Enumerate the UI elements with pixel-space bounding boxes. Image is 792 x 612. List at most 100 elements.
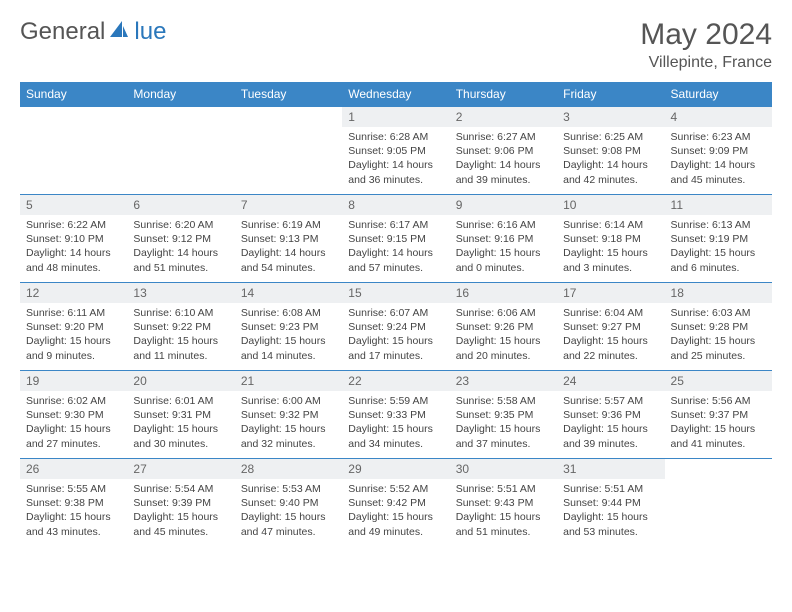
- sunrise-text: Sunrise: 6:22 AM: [26, 218, 121, 232]
- calendar-cell: [127, 107, 234, 195]
- sunset-text: Sunset: 9:44 PM: [563, 496, 658, 510]
- sunset-text: Sunset: 9:08 PM: [563, 144, 658, 158]
- calendar-cell: 28Sunrise: 5:53 AMSunset: 9:40 PMDayligh…: [235, 459, 342, 547]
- day-details: Sunrise: 6:11 AMSunset: 9:20 PMDaylight:…: [20, 303, 127, 367]
- day-details: Sunrise: 6:27 AMSunset: 9:06 PMDaylight:…: [450, 127, 557, 191]
- day-number: 13: [127, 283, 234, 303]
- day-details: Sunrise: 6:17 AMSunset: 9:15 PMDaylight:…: [342, 215, 449, 279]
- header: General lue May 2024 Villepinte, France: [20, 18, 772, 72]
- daylight-text: Daylight: 14 hours and 39 minutes.: [456, 158, 551, 186]
- day-number: [20, 107, 127, 113]
- sunrise-text: Sunrise: 6:08 AM: [241, 306, 336, 320]
- sunset-text: Sunset: 9:20 PM: [26, 320, 121, 334]
- day-number: 29: [342, 459, 449, 479]
- sunrise-text: Sunrise: 5:54 AM: [133, 482, 228, 496]
- day-number: 24: [557, 371, 664, 391]
- month-title: May 2024: [640, 18, 772, 52]
- daylight-text: Daylight: 15 hours and 53 minutes.: [563, 510, 658, 538]
- calendar-cell: 4Sunrise: 6:23 AMSunset: 9:09 PMDaylight…: [665, 107, 772, 195]
- day-details: Sunrise: 6:28 AMSunset: 9:05 PMDaylight:…: [342, 127, 449, 191]
- calendar-cell: 18Sunrise: 6:03 AMSunset: 9:28 PMDayligh…: [665, 283, 772, 371]
- day-details: Sunrise: 5:53 AMSunset: 9:40 PMDaylight:…: [235, 479, 342, 543]
- day-number: 9: [450, 195, 557, 215]
- sunrise-text: Sunrise: 5:52 AM: [348, 482, 443, 496]
- day-details: Sunrise: 6:02 AMSunset: 9:30 PMDaylight:…: [20, 391, 127, 455]
- day-details: Sunrise: 6:07 AMSunset: 9:24 PMDaylight:…: [342, 303, 449, 367]
- day-details: Sunrise: 5:56 AMSunset: 9:37 PMDaylight:…: [665, 391, 772, 455]
- day-number: 21: [235, 371, 342, 391]
- day-number: [665, 459, 772, 465]
- weekday-header: Saturday: [665, 82, 772, 107]
- day-number: 8: [342, 195, 449, 215]
- calendar-cell: 22Sunrise: 5:59 AMSunset: 9:33 PMDayligh…: [342, 371, 449, 459]
- daylight-text: Daylight: 14 hours and 54 minutes.: [241, 246, 336, 274]
- sunrise-text: Sunrise: 6:14 AM: [563, 218, 658, 232]
- daylight-text: Daylight: 15 hours and 34 minutes.: [348, 422, 443, 450]
- sunrise-text: Sunrise: 6:02 AM: [26, 394, 121, 408]
- day-number: [235, 107, 342, 113]
- sunrise-text: Sunrise: 6:10 AM: [133, 306, 228, 320]
- calendar-cell: 3Sunrise: 6:25 AMSunset: 9:08 PMDaylight…: [557, 107, 664, 195]
- calendar-cell: 7Sunrise: 6:19 AMSunset: 9:13 PMDaylight…: [235, 195, 342, 283]
- sunrise-text: Sunrise: 5:58 AM: [456, 394, 551, 408]
- calendar-cell: 14Sunrise: 6:08 AMSunset: 9:23 PMDayligh…: [235, 283, 342, 371]
- daylight-text: Daylight: 15 hours and 3 minutes.: [563, 246, 658, 274]
- calendar-cell: [20, 107, 127, 195]
- daylight-text: Daylight: 15 hours and 39 minutes.: [563, 422, 658, 450]
- sunset-text: Sunset: 9:13 PM: [241, 232, 336, 246]
- daylight-text: Daylight: 14 hours and 45 minutes.: [671, 158, 766, 186]
- day-number: 11: [665, 195, 772, 215]
- sunset-text: Sunset: 9:27 PM: [563, 320, 658, 334]
- logo-text-blue: lue: [134, 18, 166, 46]
- daylight-text: Daylight: 15 hours and 45 minutes.: [133, 510, 228, 538]
- weekday-header: Monday: [127, 82, 234, 107]
- day-number: 1: [342, 107, 449, 127]
- day-number: 30: [450, 459, 557, 479]
- daylight-text: Daylight: 15 hours and 27 minutes.: [26, 422, 121, 450]
- day-number: 20: [127, 371, 234, 391]
- calendar-cell: [665, 459, 772, 547]
- calendar-cell: 8Sunrise: 6:17 AMSunset: 9:15 PMDaylight…: [342, 195, 449, 283]
- sunset-text: Sunset: 9:38 PM: [26, 496, 121, 510]
- calendar-cell: 6Sunrise: 6:20 AMSunset: 9:12 PMDaylight…: [127, 195, 234, 283]
- daylight-text: Daylight: 15 hours and 9 minutes.: [26, 334, 121, 362]
- daylight-text: Daylight: 15 hours and 6 minutes.: [671, 246, 766, 274]
- calendar-week-row: 26Sunrise: 5:55 AMSunset: 9:38 PMDayligh…: [20, 459, 772, 547]
- day-details: Sunrise: 6:16 AMSunset: 9:16 PMDaylight:…: [450, 215, 557, 279]
- sunset-text: Sunset: 9:30 PM: [26, 408, 121, 422]
- calendar-cell: 17Sunrise: 6:04 AMSunset: 9:27 PMDayligh…: [557, 283, 664, 371]
- sunset-text: Sunset: 9:18 PM: [563, 232, 658, 246]
- sunrise-text: Sunrise: 6:00 AM: [241, 394, 336, 408]
- sunrise-text: Sunrise: 5:59 AM: [348, 394, 443, 408]
- sunrise-text: Sunrise: 6:06 AM: [456, 306, 551, 320]
- calendar-cell: 13Sunrise: 6:10 AMSunset: 9:22 PMDayligh…: [127, 283, 234, 371]
- sunrise-text: Sunrise: 6:20 AM: [133, 218, 228, 232]
- calendar-cell: 25Sunrise: 5:56 AMSunset: 9:37 PMDayligh…: [665, 371, 772, 459]
- daylight-text: Daylight: 15 hours and 49 minutes.: [348, 510, 443, 538]
- daylight-text: Daylight: 15 hours and 22 minutes.: [563, 334, 658, 362]
- calendar-week-row: 12Sunrise: 6:11 AMSunset: 9:20 PMDayligh…: [20, 283, 772, 371]
- calendar-cell: 30Sunrise: 5:51 AMSunset: 9:43 PMDayligh…: [450, 459, 557, 547]
- logo-sail-icon: [108, 19, 130, 46]
- day-number: 10: [557, 195, 664, 215]
- day-number: 27: [127, 459, 234, 479]
- sunset-text: Sunset: 9:05 PM: [348, 144, 443, 158]
- calendar-cell: 24Sunrise: 5:57 AMSunset: 9:36 PMDayligh…: [557, 371, 664, 459]
- day-number: 18: [665, 283, 772, 303]
- sunset-text: Sunset: 9:12 PM: [133, 232, 228, 246]
- sunrise-text: Sunrise: 6:27 AM: [456, 130, 551, 144]
- day-details: Sunrise: 6:01 AMSunset: 9:31 PMDaylight:…: [127, 391, 234, 455]
- calendar-week-row: 5Sunrise: 6:22 AMSunset: 9:10 PMDaylight…: [20, 195, 772, 283]
- sunset-text: Sunset: 9:22 PM: [133, 320, 228, 334]
- day-number: 2: [450, 107, 557, 127]
- sunrise-text: Sunrise: 5:56 AM: [671, 394, 766, 408]
- day-number: 31: [557, 459, 664, 479]
- daylight-text: Daylight: 14 hours and 42 minutes.: [563, 158, 658, 186]
- calendar-cell: 9Sunrise: 6:16 AMSunset: 9:16 PMDaylight…: [450, 195, 557, 283]
- day-number: 17: [557, 283, 664, 303]
- day-details: Sunrise: 6:20 AMSunset: 9:12 PMDaylight:…: [127, 215, 234, 279]
- daylight-text: Daylight: 14 hours and 36 minutes.: [348, 158, 443, 186]
- logo: General lue: [20, 18, 166, 46]
- calendar-cell: 11Sunrise: 6:13 AMSunset: 9:19 PMDayligh…: [665, 195, 772, 283]
- day-number: 6: [127, 195, 234, 215]
